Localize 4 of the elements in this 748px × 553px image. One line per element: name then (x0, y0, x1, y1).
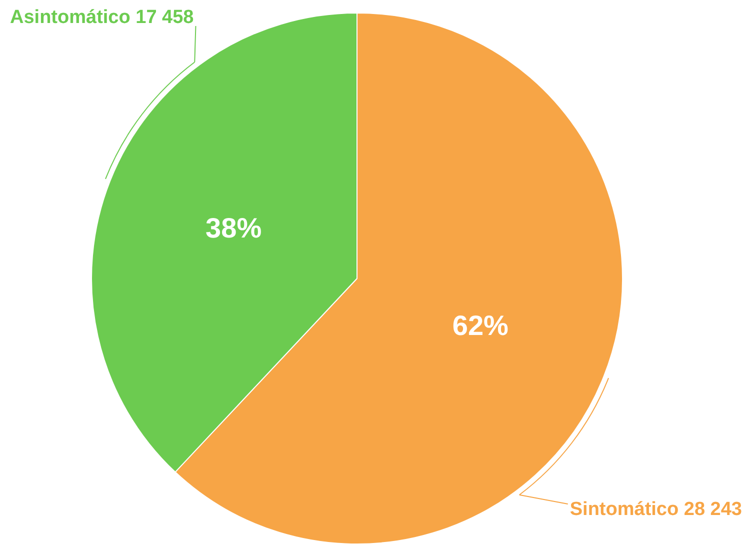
slice-label: Asintomático 17 458 (10, 7, 194, 28)
data-label: 38% (206, 212, 262, 244)
data-label: 62% (452, 310, 509, 342)
slice-label: Sintomático 28 243 (570, 499, 742, 520)
